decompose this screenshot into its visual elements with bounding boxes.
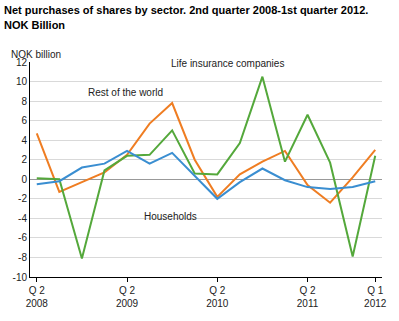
svg-text:10: 10: [16, 76, 28, 87]
svg-text:8: 8: [21, 96, 27, 107]
svg-text:-10: -10: [13, 272, 28, 283]
svg-text:-8: -8: [18, 252, 27, 263]
svg-text:Net purchases of shares by sec: Net purchases of shares by sector. 2nd q…: [4, 4, 368, 30]
svg-text:Q 22009: Q 22009: [116, 285, 139, 309]
svg-text:Q 22008: Q 22008: [26, 285, 49, 309]
svg-text:2: 2: [21, 154, 27, 165]
svg-text:-2: -2: [18, 193, 27, 204]
svg-text:Life insurance companies: Life insurance companies: [171, 58, 284, 69]
svg-text:-4: -4: [18, 213, 27, 224]
svg-text:NOK billion: NOK billion: [11, 49, 61, 60]
svg-text:-6: -6: [18, 232, 27, 243]
svg-text:Rest of the world: Rest of the world: [88, 87, 163, 98]
svg-text:Q 22010: Q 22010: [206, 285, 229, 309]
svg-text:Q 22011: Q 22011: [297, 285, 319, 309]
svg-text:Households: Households: [144, 211, 197, 222]
svg-text:12: 12: [16, 57, 28, 68]
svg-text:0: 0: [21, 174, 27, 185]
svg-text:4: 4: [21, 135, 27, 146]
svg-text:6: 6: [21, 115, 27, 126]
svg-text:Q 12012: Q 12012: [364, 285, 387, 309]
